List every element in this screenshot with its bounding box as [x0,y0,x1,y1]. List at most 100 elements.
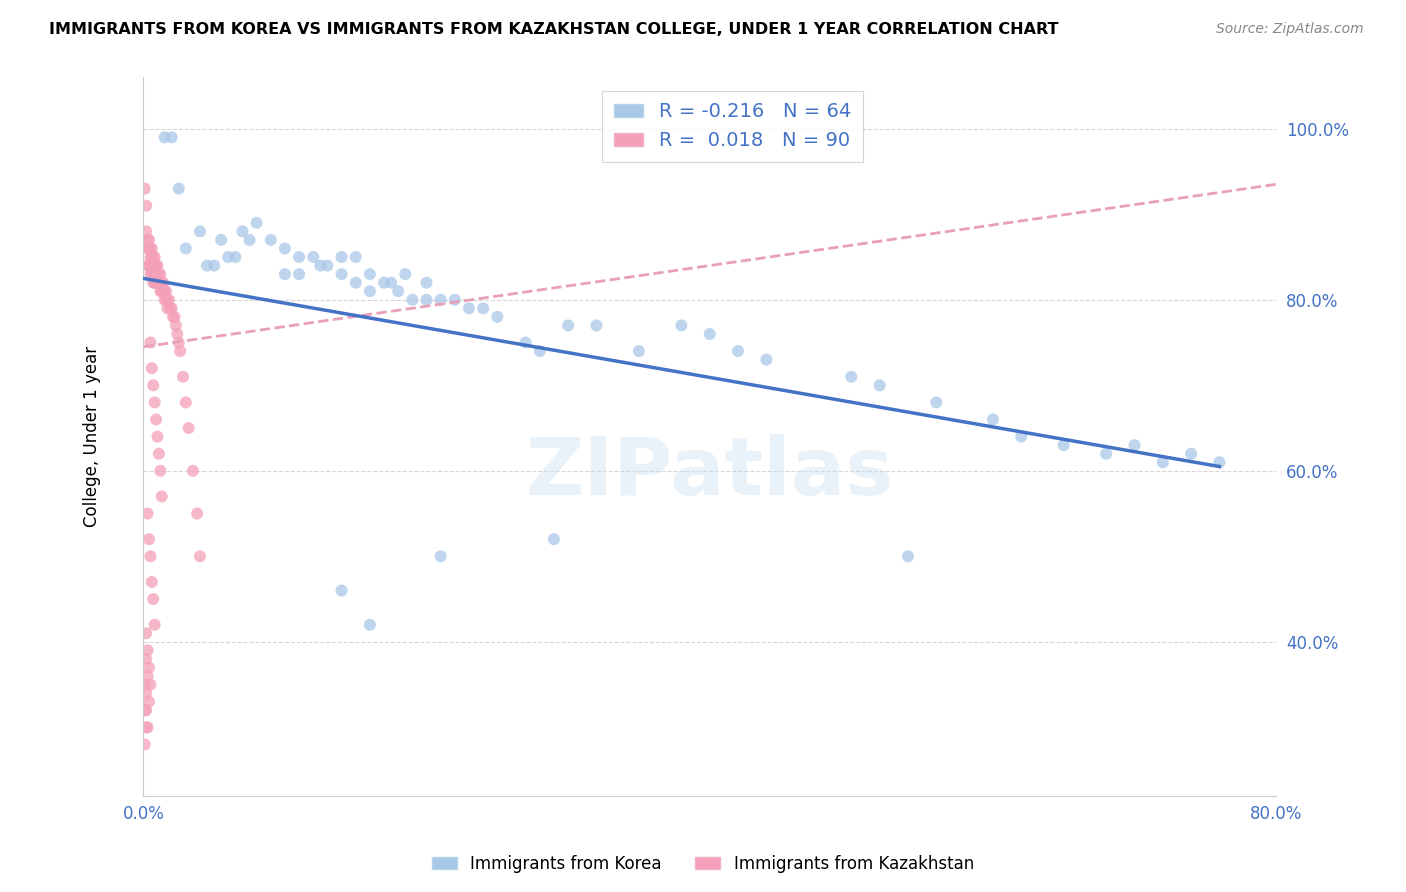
Point [145,267,167,281]
Point [135,686,157,700]
Point [155,293,177,307]
Point [1152,455,1174,469]
Point [166,326,188,341]
Point [302,250,325,264]
Point [142,250,165,264]
Point [141,361,163,376]
Point [142,276,165,290]
Point [415,276,437,290]
Point [148,276,170,290]
Point [136,720,159,734]
Point [149,464,172,478]
Point [188,549,211,564]
Point [288,250,311,264]
Point [401,293,423,307]
Point [167,181,190,195]
Point [1010,429,1032,443]
Point [150,490,173,504]
Point [153,284,176,298]
Point [217,250,239,264]
Point [145,412,167,426]
Point [138,660,160,674]
Point [146,429,169,443]
Point [135,199,157,213]
Point [134,738,156,752]
Point [330,250,353,264]
Point [138,242,160,256]
Point [156,293,179,307]
Point [585,318,607,333]
Legend: Immigrants from Korea, Immigrants from Kazakhstan: Immigrants from Korea, Immigrants from K… [426,848,980,880]
Point [699,326,721,341]
Point [139,335,162,350]
Point [143,617,166,632]
Point [472,301,495,316]
Point [150,276,173,290]
Point [165,318,187,333]
Point [186,507,208,521]
Point [316,259,339,273]
Point [143,250,166,264]
Point [181,464,204,478]
Point [135,224,157,238]
Point [1180,447,1202,461]
Point [139,259,162,273]
Point [136,242,159,256]
Point [156,301,179,316]
Point [153,293,176,307]
Point [159,301,181,316]
Point [209,233,232,247]
Point [135,720,157,734]
Text: Source: ZipAtlas.com: Source: ZipAtlas.com [1216,22,1364,37]
Point [274,267,297,281]
Point [142,592,165,607]
Point [138,695,160,709]
Point [224,250,246,264]
Point [138,259,160,273]
Point [238,233,260,247]
Point [149,284,172,298]
Point [387,284,409,298]
Point [149,267,172,281]
Point [139,250,162,264]
Point [142,259,165,273]
Point [150,284,173,298]
Point [136,233,159,247]
Point [160,301,183,316]
Point [486,310,509,324]
Point [344,276,367,290]
Point [141,242,163,256]
Legend: R = -0.216   N = 64, R =  0.018   N = 90: R = -0.216 N = 64, R = 0.018 N = 90 [602,91,862,161]
Point [380,276,402,290]
Point [135,703,157,717]
Text: IMMIGRANTS FROM KOREA VS IMMIGRANTS FROM KAZAKHSTAN COLLEGE, UNDER 1 YEAR CORREL: IMMIGRANTS FROM KOREA VS IMMIGRANTS FROM… [49,22,1059,37]
Point [146,259,169,273]
Point [155,284,177,298]
Point [139,549,162,564]
Point [136,507,159,521]
Point [1123,438,1146,452]
Point [557,318,579,333]
Point [139,242,162,256]
Point [288,267,311,281]
Point [134,677,156,691]
Point [163,310,186,324]
Point [394,267,416,281]
Point [1053,438,1076,452]
Point [169,344,191,359]
Point [148,267,170,281]
Point [429,293,451,307]
Point [359,267,381,281]
Point [925,395,948,409]
Point [143,395,166,409]
Point [146,267,169,281]
Point [141,259,163,273]
Point [246,216,269,230]
Point [172,369,194,384]
Point [136,259,159,273]
Point [149,276,172,290]
Point [515,335,537,350]
Point [146,276,169,290]
Point [143,276,166,290]
Point [177,421,200,435]
